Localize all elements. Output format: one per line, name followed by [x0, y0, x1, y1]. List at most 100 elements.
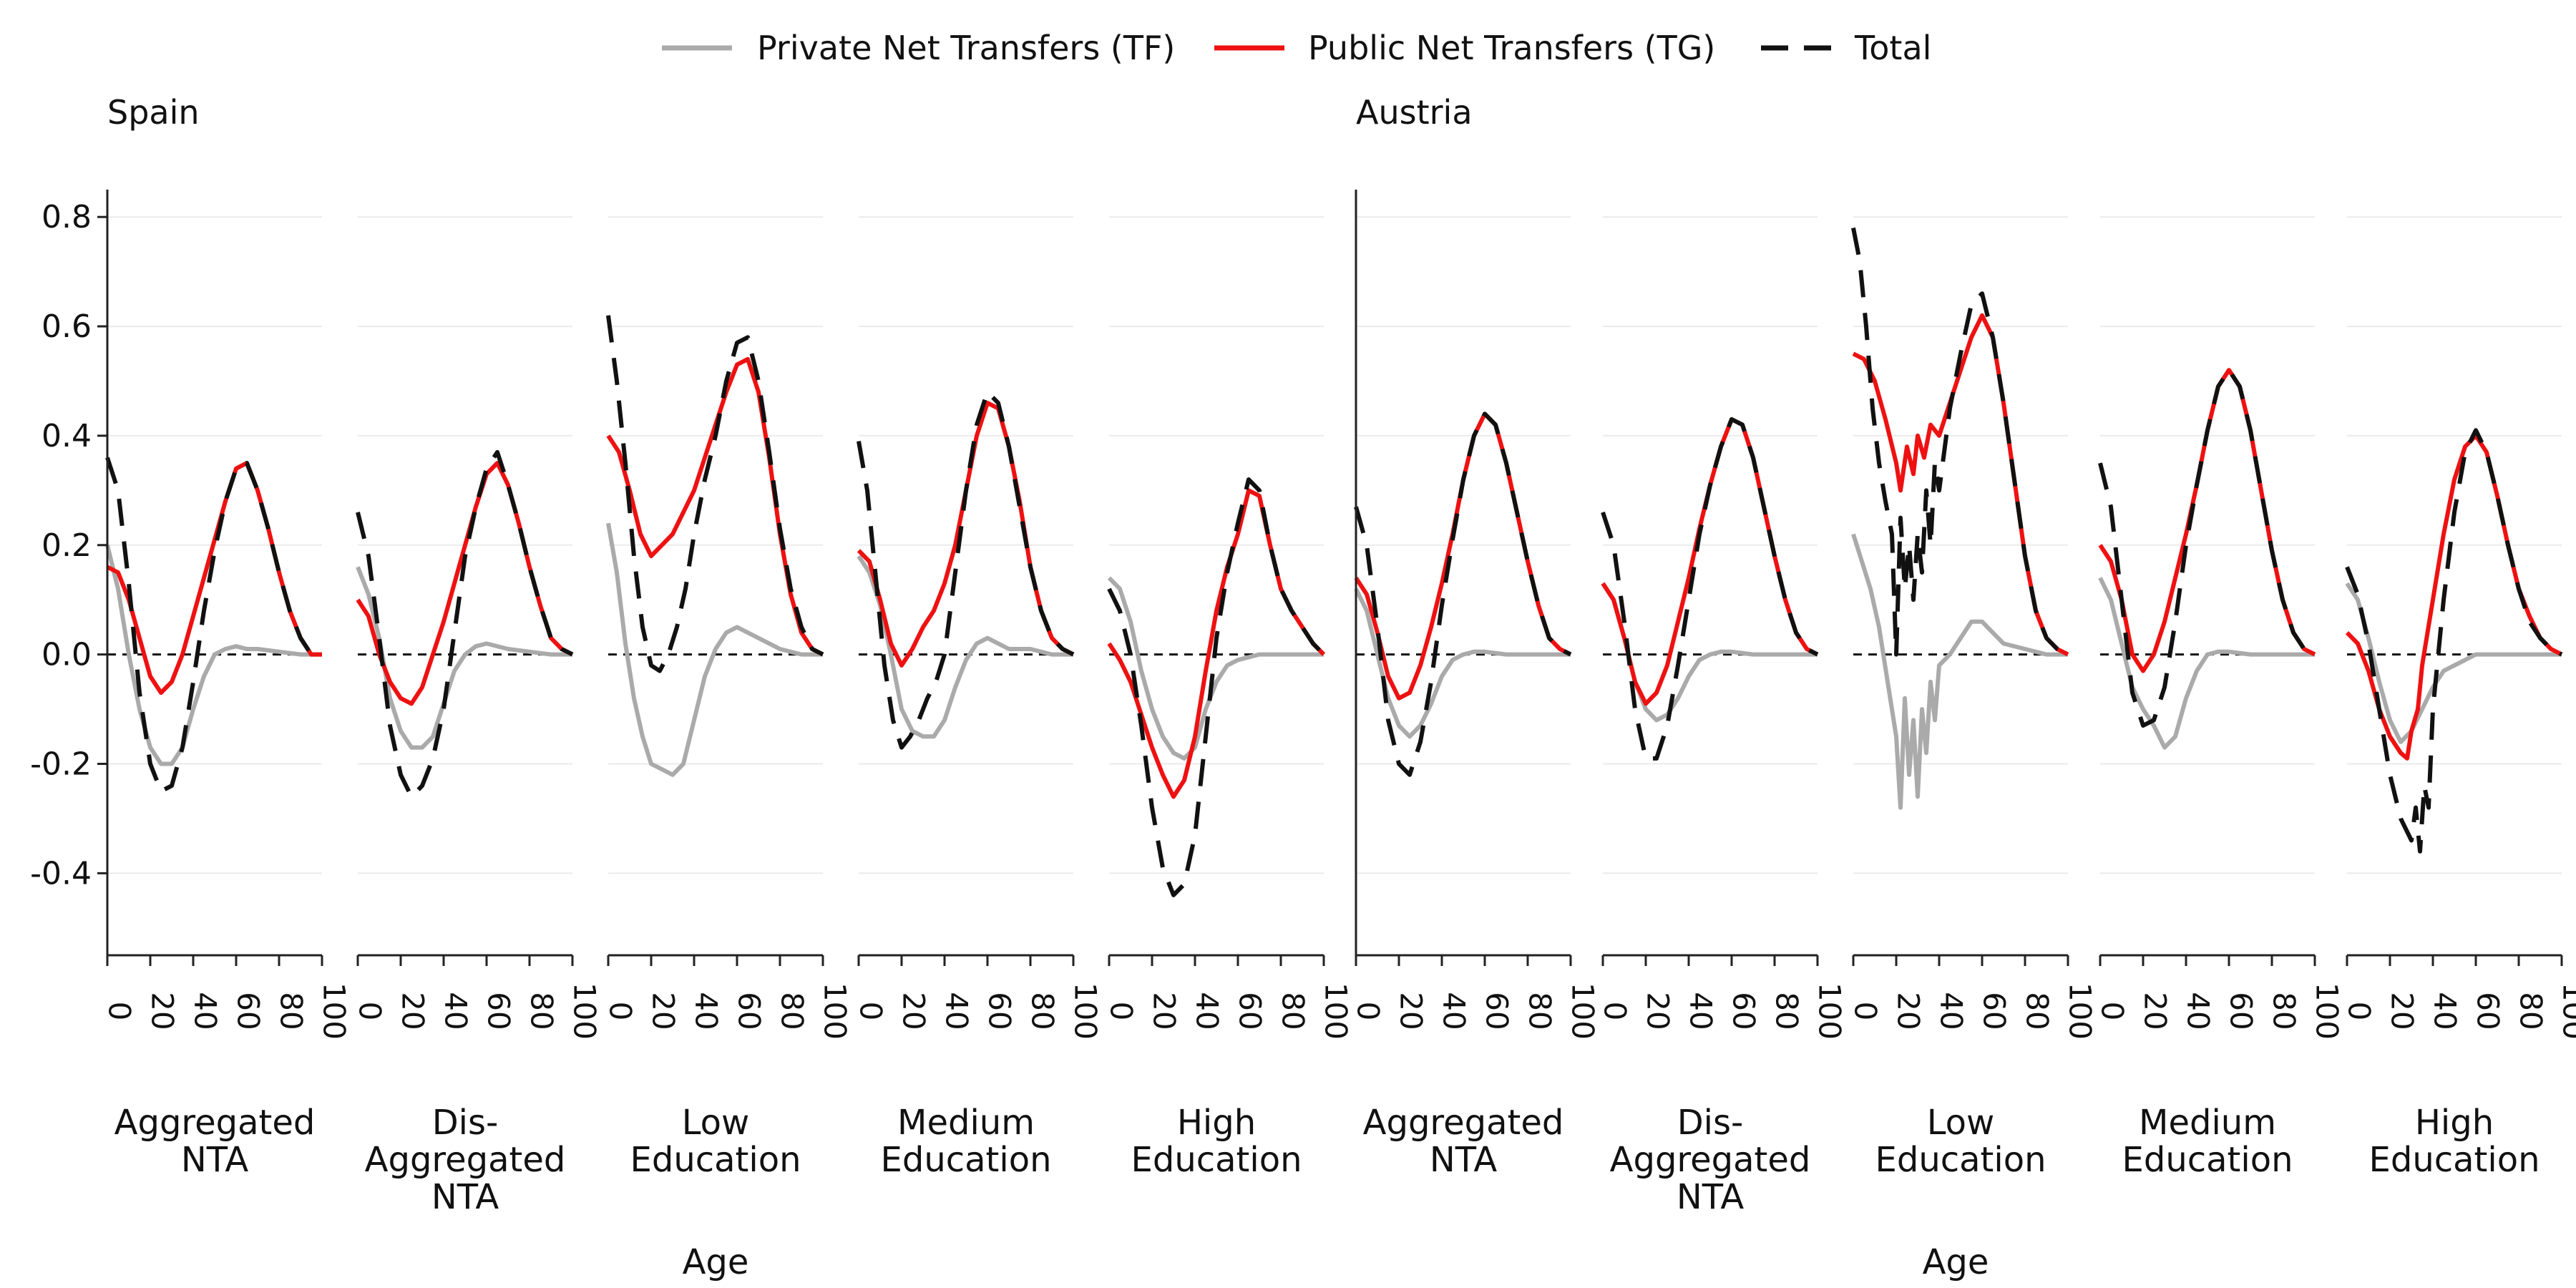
x-tick-label: 60 [2224, 992, 2259, 1030]
x-tick-label: 40 [1684, 992, 1719, 1030]
x-tick-label: 0 [2095, 1002, 2130, 1021]
x-tick-label: 20 [1641, 992, 1676, 1030]
x-tick-label: 40 [689, 992, 724, 1030]
series-line-total [105, 457, 322, 794]
series-line-private-net-transfers-tf [356, 566, 572, 750]
x-tick-label: 0 [353, 1002, 388, 1021]
x-tick-label: 40 [439, 992, 474, 1030]
x-tick-label: 0 [1848, 1002, 1883, 1021]
series-line-total [1107, 477, 1326, 897]
x-tick-label: 20 [1891, 992, 1926, 1030]
x-tick-label: 20 [897, 992, 932, 1030]
x-tick-label: 60 [732, 992, 767, 1030]
x-tick-label: 80 [1523, 992, 1558, 1030]
x-tick-label: 60 [2471, 992, 2506, 1030]
panel-label: Education [1131, 1140, 1302, 1180]
x-tick-label: 20 [1147, 992, 1182, 1030]
x-tick-label: 40 [2428, 992, 2463, 1030]
legend-label: Public Net Transfers (TG) [1308, 29, 1715, 67]
x-tick-label: 80 [1770, 992, 1805, 1030]
x-tick-label: 0 [2342, 1002, 2377, 1021]
panel-label: Education [2122, 1140, 2293, 1180]
legend-item: Private Net Transfers (TF) [662, 29, 1175, 67]
series-line-private-net-transfers-tf [2098, 577, 2315, 750]
series-line-public-net-transfers-tg [606, 356, 824, 657]
x-tick-label: 40 [1437, 992, 1472, 1030]
x-tick-label: 60 [231, 992, 266, 1030]
series-line-private-net-transfers-tf [857, 555, 1073, 739]
series-line-total [2098, 368, 2316, 728]
panel-label: Low [1927, 1103, 1995, 1143]
series-line-private-net-transfers-tf [1851, 533, 2068, 810]
x-tick-label: 100 [2310, 982, 2345, 1040]
x-tick-label: 100 [567, 982, 602, 1040]
x-axis-titles: Age Age [683, 1242, 1989, 1282]
panel-label: Aggregated [1610, 1140, 1811, 1180]
x-tick-label: 100 [1813, 982, 1848, 1040]
series-line-total [857, 389, 1075, 750]
panel-label: High [1177, 1103, 1256, 1143]
x-tick-label: 60 [982, 992, 1018, 1030]
x-tick-label: 0 [1598, 1002, 1633, 1021]
series-line-public-net-transfers-tg [2098, 368, 2316, 673]
legend-item: Total [1761, 29, 1931, 67]
x-tick-label: 40 [940, 992, 975, 1030]
x-tick-label: 100 [1566, 982, 1601, 1040]
legend-item: Public Net Transfers (TG) [1214, 29, 1715, 67]
x-tick-label: 60 [1480, 992, 1515, 1030]
series-line-public-net-transfers-tg [1601, 417, 1819, 706]
x-tick-label: 0 [102, 1002, 137, 1021]
y-tick-label: 0.6 [42, 308, 92, 345]
panel-label: NTA [1430, 1140, 1498, 1180]
panel-label: NTA [181, 1140, 249, 1180]
panel-label: Medium [897, 1103, 1035, 1143]
x-tick-label: 80 [274, 992, 309, 1030]
country-label: Spain [107, 93, 200, 132]
x-tick-label: 20 [396, 992, 431, 1030]
panel-label: Aggregated [114, 1103, 316, 1143]
x-tick-label: 80 [525, 992, 560, 1030]
series-line-total [1354, 411, 1572, 777]
panel-label: Dis- [432, 1103, 499, 1143]
x-tick-label: 40 [2181, 992, 2216, 1030]
panel-label: High [2415, 1103, 2494, 1143]
x-tick-label: 80 [1276, 992, 1311, 1030]
series-line-total [1601, 417, 1819, 761]
y-tick-label: -0.4 [30, 855, 92, 892]
x-tick-label: 0 [603, 1002, 638, 1021]
legend-label: Private Net Transfers (TF) [757, 29, 1175, 67]
series-line-private-net-transfers-tf [606, 522, 823, 777]
series-line-private-net-transfers-tf [105, 545, 322, 766]
panel-label: Aggregated [1363, 1103, 1564, 1143]
x-tick-label: 100 [2557, 982, 2576, 1040]
x-tick-label: 40 [1934, 992, 1969, 1030]
x-tick-label: 20 [145, 992, 180, 1030]
legend: Private Net Transfers (TF) Public Net Tra… [662, 29, 1931, 67]
x-axis-title: Age [683, 1242, 749, 1282]
x-tick-label: 100 [818, 982, 853, 1040]
x-tick-label: 100 [317, 982, 352, 1040]
x-tick-label: 0 [854, 1002, 889, 1021]
x-tick-label: 40 [188, 992, 223, 1030]
y-tick-label: 0.2 [42, 527, 92, 564]
y-tick-label: 0.0 [42, 637, 92, 673]
panel-label: NTA [431, 1177, 499, 1217]
panel-label: Education [2369, 1140, 2540, 1180]
x-tick-label: 100 [1319, 982, 1354, 1040]
legend-label: Total [1854, 29, 1931, 67]
panel-label: Education [1875, 1140, 2046, 1180]
x-tick-label: 0 [1104, 1002, 1139, 1021]
y-tick-label: 0.4 [42, 418, 92, 454]
x-tick-label: 80 [775, 992, 810, 1030]
x-tick-label: 80 [2020, 992, 2055, 1030]
country-label: Austria [1356, 93, 1473, 132]
